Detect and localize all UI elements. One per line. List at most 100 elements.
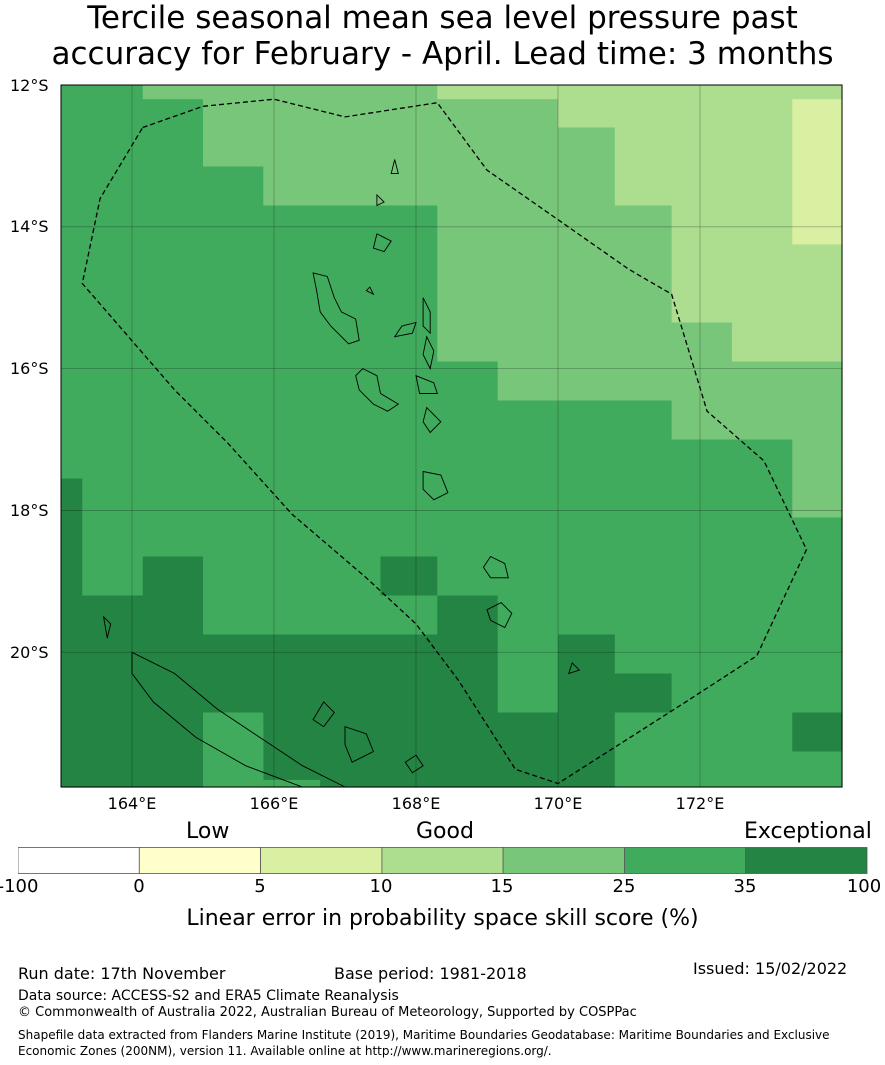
skill-cell	[203, 595, 438, 636]
skill-cell	[671, 361, 843, 402]
island-coastline	[312, 272, 360, 345]
island-coastline	[365, 286, 375, 296]
skill-cell	[203, 556, 382, 597]
skill-cell	[497, 634, 559, 675]
skill-cell	[82, 517, 843, 558]
island-coastline	[415, 374, 438, 394]
skill-cell	[614, 127, 793, 168]
island-coastline	[567, 662, 581, 675]
skill-cell	[792, 439, 843, 480]
skill-cell	[731, 283, 843, 324]
skill-cell	[671, 400, 733, 441]
cbar-tick-5: 5	[254, 876, 266, 897]
skill-cell	[671, 283, 733, 324]
copyright: © Commonwealth of Australia 2022, Austra…	[18, 1005, 637, 1020]
skill-cell	[792, 99, 843, 129]
skill-cell	[61, 478, 83, 519]
skill-cell	[82, 556, 144, 597]
map-frame	[60, 84, 843, 788]
island-coastline	[422, 406, 442, 434]
skill-grid	[61, 85, 843, 788]
colorbar	[18, 847, 868, 874]
colorbar-bin	[502, 847, 625, 874]
skill-cell	[263, 166, 438, 207]
skill-cell	[142, 556, 204, 597]
skill-cell	[142, 85, 438, 100]
lon-label-166e: 166°E	[249, 794, 299, 813]
skill-cell	[263, 712, 499, 753]
skill-cell	[671, 673, 843, 714]
colorbar-bin	[624, 847, 747, 874]
island-coastline	[422, 335, 435, 370]
lon-label-164e: 164°E	[107, 794, 157, 813]
colorbar-bin	[138, 847, 262, 874]
issued-date: Issued: 15/02/2022	[693, 959, 848, 978]
skill-cell	[203, 723, 264, 787]
title-line-2: accuracy for February - April. Lead time…	[51, 36, 834, 72]
category-good: Good	[416, 819, 474, 844]
skill-cell	[61, 205, 382, 246]
colorbar-bin	[18, 847, 140, 874]
skill-cell	[614, 205, 673, 246]
skill-cell	[731, 322, 843, 363]
lon-label-172e: 172°E	[675, 794, 725, 813]
lon-label-168e: 168°E	[391, 794, 441, 813]
category-exceptional: Exceptional	[744, 819, 872, 844]
cbar-tick-25: 25	[612, 876, 636, 897]
skill-cell	[203, 99, 438, 129]
island-coastline	[376, 193, 385, 207]
category-low: Low	[186, 819, 230, 844]
skill-cell	[61, 127, 204, 168]
skill-cell	[792, 127, 843, 168]
skill-cell	[61, 166, 264, 207]
skill-cell	[263, 127, 616, 168]
skill-cell	[61, 244, 438, 285]
data-source: Data source: ACCESS-S2 and ERA5 Climate …	[18, 988, 399, 1004]
skill-cell	[792, 166, 843, 207]
skill-cell	[142, 595, 204, 636]
island-coastline	[372, 233, 392, 253]
island-coastline	[344, 726, 374, 763]
skill-cell	[792, 712, 843, 753]
skill-cell	[437, 244, 673, 285]
skill-cell	[437, 556, 843, 597]
skill-cell	[61, 712, 204, 753]
colorbar-title: Linear error in probability space skill …	[186, 906, 699, 931]
skill-cell	[558, 99, 793, 129]
skill-cell	[806, 85, 843, 100]
skill-cell	[558, 673, 673, 714]
colorbar-bin	[381, 847, 504, 874]
skill-cell	[437, 322, 673, 363]
island-coastline	[355, 368, 400, 412]
skill-cell	[380, 556, 438, 597]
island-coastline	[102, 615, 112, 639]
skill-cell	[61, 517, 83, 558]
island-coastline	[422, 297, 431, 335]
skill-cell	[61, 99, 144, 129]
lat-label-12s: 12°S	[10, 76, 49, 95]
island-coastline	[422, 470, 449, 501]
cbar-tick-15: 15	[490, 876, 514, 897]
skill-cell	[671, 205, 793, 246]
skill-cell	[203, 127, 264, 168]
skill-cell	[437, 166, 616, 207]
skill-cell	[558, 634, 616, 675]
skill-cell	[671, 322, 733, 363]
skill-cell	[61, 439, 733, 480]
lon-label-170e: 170°E	[533, 794, 583, 813]
cbar-tick-0: 0	[133, 876, 145, 897]
skill-cell	[61, 283, 438, 324]
skill-cell	[437, 85, 808, 100]
skill-cell	[614, 166, 793, 207]
skill-cell	[61, 595, 144, 636]
lat-label-18s: 18°S	[10, 501, 49, 520]
skill-cell	[61, 322, 438, 363]
island-coastline	[486, 602, 513, 629]
skill-cell	[614, 751, 843, 788]
island-coastline	[390, 159, 399, 175]
skill-cell	[61, 673, 499, 714]
cbar-tick-100: 100	[846, 876, 882, 897]
run-date: Run date: 17th November	[18, 964, 226, 983]
title-line-1: Tercile seasonal mean sea level pressure…	[87, 0, 798, 36]
island-coastline	[404, 754, 424, 774]
